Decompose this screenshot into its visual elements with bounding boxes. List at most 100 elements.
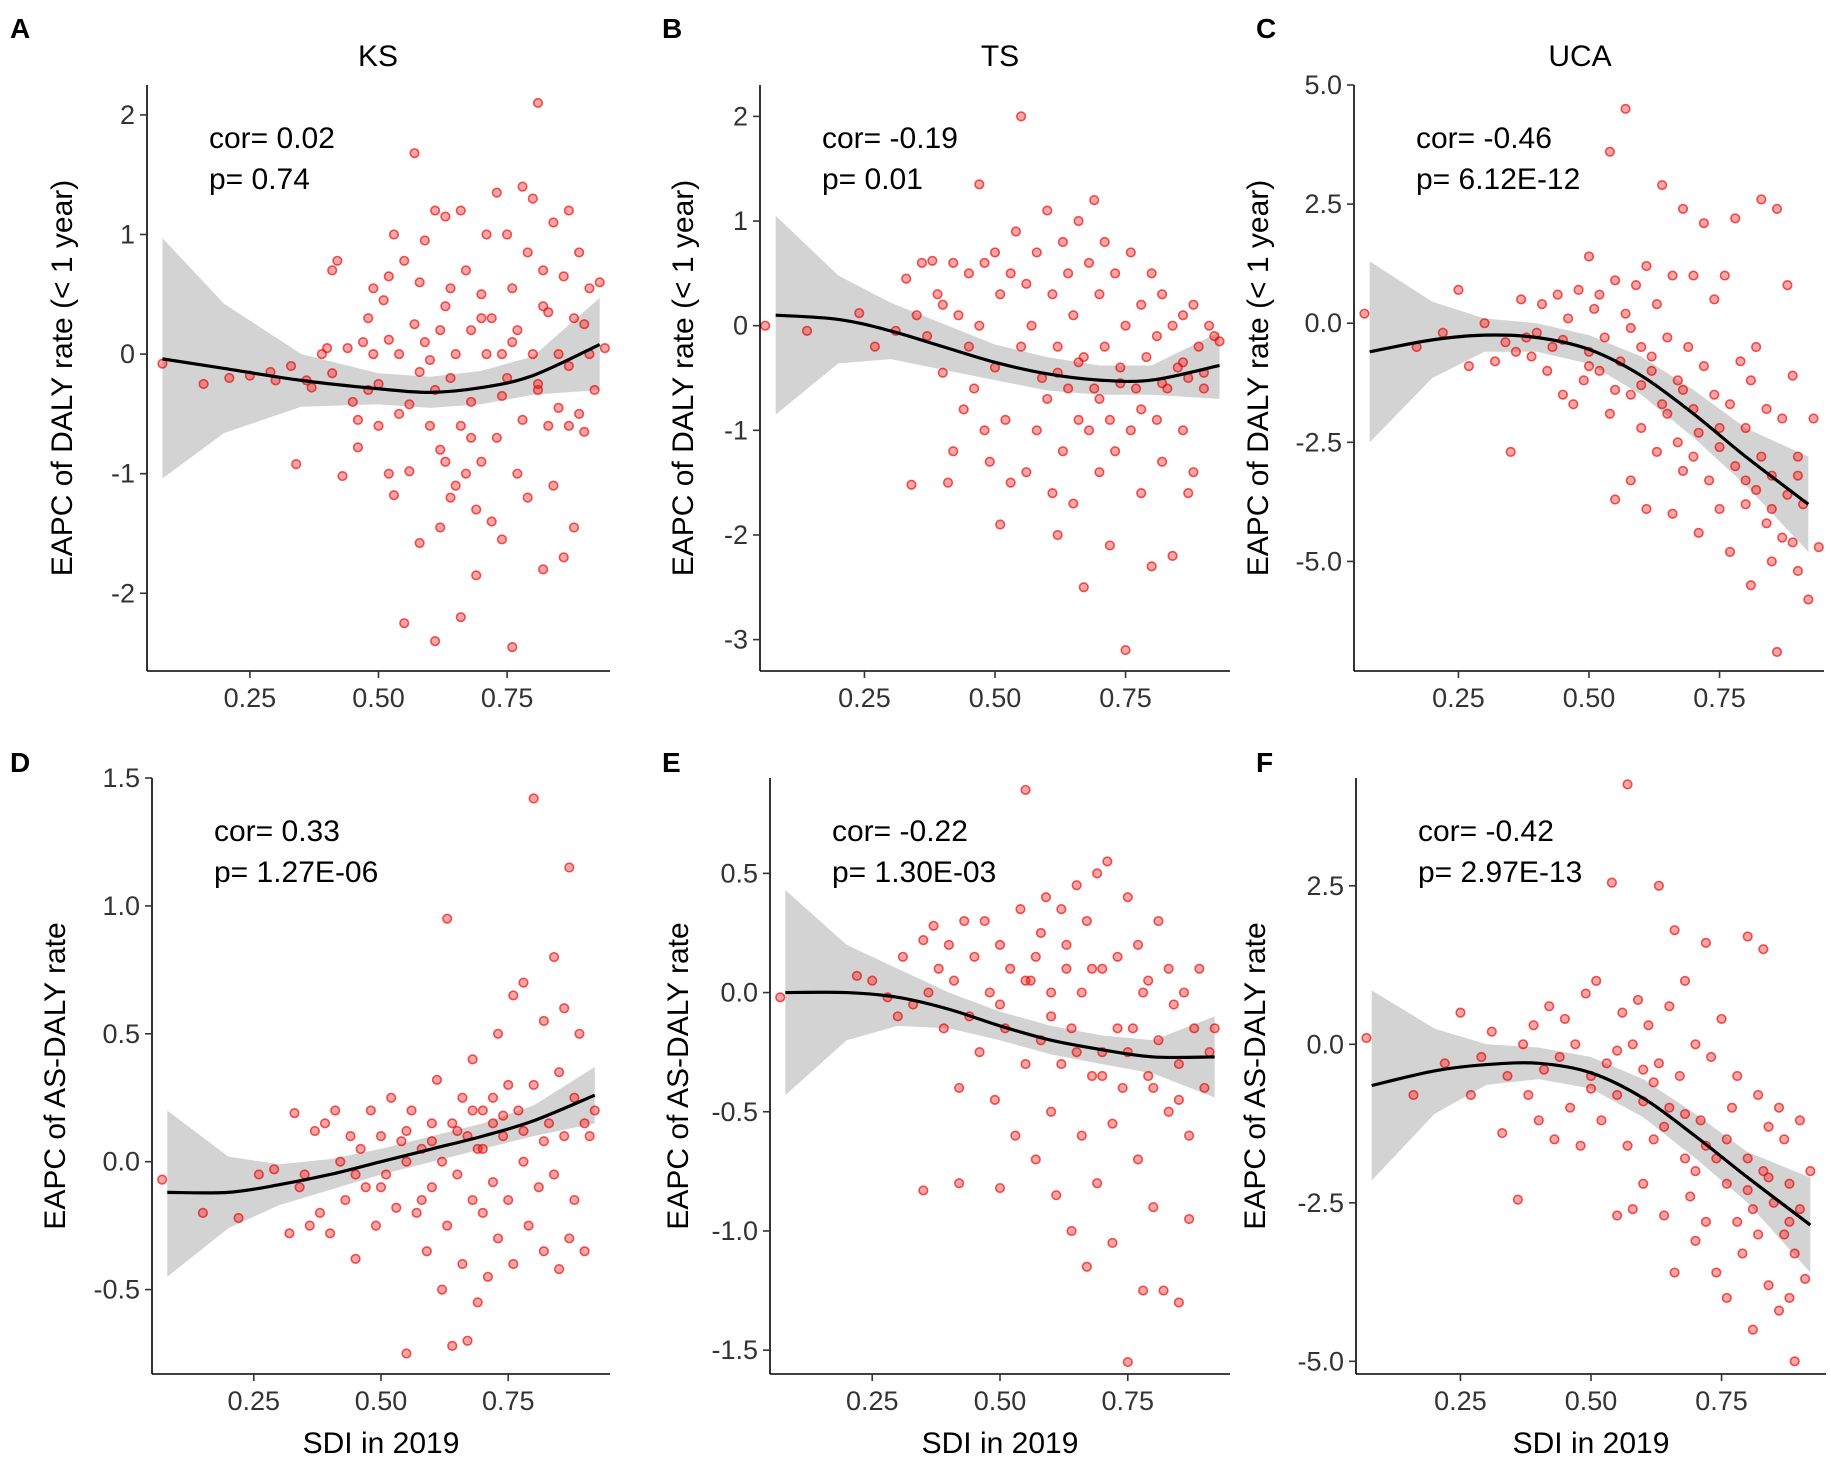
data-point	[486, 516, 497, 527]
data-point	[1068, 498, 1079, 509]
data-point	[538, 1246, 549, 1257]
data-point	[1148, 1202, 1159, 1213]
data-point	[933, 963, 944, 974]
data-point	[1040, 892, 1052, 903]
data-point	[157, 1174, 168, 1185]
data-point	[1756, 451, 1767, 462]
data-point	[1568, 399, 1579, 410]
x-tick-label: 0.75	[481, 683, 534, 713]
data-point	[1695, 1115, 1706, 1126]
data-point	[1575, 1140, 1586, 1151]
data-point	[1659, 1210, 1670, 1221]
data-point	[388, 490, 400, 501]
data-point	[568, 313, 580, 324]
data-point	[1573, 284, 1584, 295]
data-point	[969, 383, 980, 394]
data-point	[1184, 1213, 1195, 1225]
data-point	[1476, 1051, 1487, 1063]
data-point	[1122, 1356, 1133, 1368]
data-point	[1005, 477, 1016, 488]
data-point	[1773, 1102, 1785, 1113]
data-point	[1071, 880, 1082, 891]
data-point	[1679, 1153, 1691, 1164]
data-point	[1094, 289, 1105, 300]
data-point	[1005, 268, 1016, 279]
data-point	[1497, 1127, 1508, 1139]
data-point	[1758, 1166, 1769, 1177]
data-point	[401, 1125, 412, 1137]
data-point	[1066, 1225, 1077, 1237]
data-point	[538, 1136, 549, 1147]
data-point	[1083, 425, 1095, 436]
data-point	[1789, 1248, 1800, 1259]
data-point	[440, 211, 451, 222]
data-point	[319, 1118, 331, 1129]
data-point	[1638, 1178, 1649, 1189]
data-point	[1063, 268, 1074, 279]
data-point	[1794, 1115, 1805, 1126]
data-point	[854, 308, 865, 319]
data-point	[1664, 1102, 1675, 1113]
data-point	[1610, 494, 1621, 505]
data-point	[424, 420, 436, 431]
data-point	[584, 1131, 595, 1142]
x-tick-label: 0.75	[1099, 683, 1152, 713]
data-point	[1610, 384, 1621, 396]
data-point	[1714, 441, 1725, 453]
y-tick-label: -5.0	[1295, 546, 1342, 576]
data-point	[989, 1094, 1000, 1105]
data-point	[1117, 1082, 1128, 1094]
data-point	[340, 1194, 351, 1206]
data-point	[492, 1028, 504, 1039]
data-point	[538, 301, 549, 312]
data-point	[1777, 413, 1788, 424]
data-point	[291, 459, 302, 470]
data-point	[528, 793, 539, 804]
panel-c: C UCA 0.25 0.50 0.75 -5.0 -2.5 0.0 2.5 5.0 EAPC of…	[1242, 13, 1824, 713]
data-point	[370, 1220, 382, 1231]
data-point	[1787, 370, 1798, 381]
data-point	[347, 396, 358, 408]
data-point	[1099, 341, 1110, 352]
data-point	[1188, 299, 1199, 310]
data-point	[1761, 403, 1772, 415]
data-point	[1204, 1047, 1215, 1058]
data-point	[1136, 404, 1147, 415]
data-point	[426, 1136, 437, 1147]
data-point	[1719, 270, 1730, 281]
panel-b: B TS 0.25 0.50 0.75 -3 -2 -1 0 1 2 EAPC of DALY rat…	[662, 13, 1230, 713]
data-point	[309, 1125, 320, 1137]
y-tick-label: 1.0	[102, 891, 140, 921]
data-point	[1643, 1020, 1654, 1031]
data-point	[327, 368, 338, 379]
data-point	[564, 1233, 575, 1244]
data-point	[350, 1169, 361, 1180]
data-point	[1020, 975, 1031, 986]
data-point	[1685, 1191, 1696, 1202]
data-point	[760, 320, 771, 331]
data-point	[1183, 488, 1194, 499]
data-point	[1714, 503, 1725, 515]
x-axis-label: SDI in 2019	[303, 1427, 460, 1460]
data-point	[927, 255, 938, 266]
x-axis-label: SDI in 2019	[1513, 1427, 1670, 1460]
data-point	[409, 319, 420, 330]
data-point	[918, 1185, 929, 1196]
data-point	[498, 1110, 509, 1121]
data-point	[467, 1054, 478, 1065]
data-point	[1651, 446, 1662, 457]
data-point	[1107, 1118, 1118, 1129]
data-point	[1177, 310, 1189, 321]
data-point	[1141, 351, 1152, 363]
data-point	[445, 283, 456, 294]
data-point	[1721, 1134, 1732, 1145]
data-point	[360, 1182, 371, 1193]
data-point	[363, 313, 374, 324]
data-point	[851, 970, 862, 981]
data-point	[1570, 1039, 1581, 1050]
fit-line	[785, 990, 1215, 1060]
data-point	[989, 247, 1001, 258]
data-point	[466, 396, 477, 408]
data-point	[386, 1092, 397, 1103]
data-point	[1026, 320, 1037, 331]
